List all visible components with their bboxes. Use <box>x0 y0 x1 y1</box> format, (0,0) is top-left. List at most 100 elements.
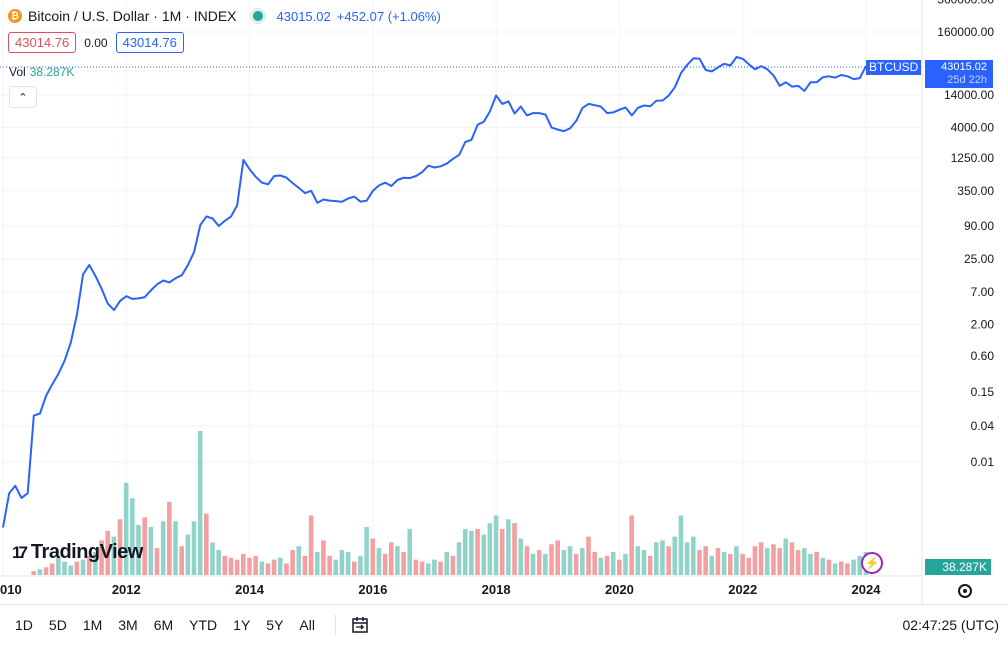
volume-bar <box>314 551 320 575</box>
timeframe-ytd[interactable]: YTD <box>189 617 218 633</box>
time-axis[interactable]: 010 2012 2014 2016 2018 2020 2022 2024 <box>0 582 881 597</box>
volume-bar <box>487 523 493 575</box>
volume-bar <box>56 557 61 575</box>
x-tick-label: 2014 <box>235 582 265 597</box>
x-tick-label: 2018 <box>482 582 511 597</box>
volume-bar <box>290 550 295 575</box>
timeframe-1y[interactable]: 1Y <box>233 617 251 633</box>
volume-bar <box>481 534 487 575</box>
volume-label[interactable]: Vol <box>9 65 26 79</box>
volume-bar <box>388 542 394 575</box>
volume-bar <box>210 542 215 575</box>
volume-bar <box>167 502 172 575</box>
volume-bar <box>598 557 604 575</box>
volume-bar <box>438 561 443 575</box>
price-axis-value: 43015.02 <box>941 61 987 73</box>
volume-bar <box>641 550 647 575</box>
x-tick-label: 2022 <box>728 582 757 597</box>
volume-bar <box>376 548 382 575</box>
bottom-toolbar: 1D 5D 1M 3M 6M YTD 1Y 5Y All 02:47:25 (UTC) <box>0 604 1008 645</box>
volume-bar <box>586 536 591 575</box>
volume-bar <box>543 553 548 575</box>
timeframe-3m[interactable]: 3M <box>118 617 138 633</box>
spread-value: 0.00 <box>84 35 108 50</box>
volume-bar <box>623 553 628 575</box>
volume-bar <box>271 559 277 575</box>
y-tick-label: 4000.00 <box>951 121 995 135</box>
utc-clock[interactable]: 02:47:25 (UTC) <box>902 617 999 633</box>
volume-bar <box>678 515 684 575</box>
x-tick-label: 2024 <box>852 582 882 597</box>
timeframe-1m[interactable]: 1M <box>82 617 103 633</box>
volume-bar <box>771 544 776 575</box>
volume-bar <box>160 521 166 575</box>
volume-bar <box>228 557 234 575</box>
volume-bar <box>801 548 807 575</box>
symbol-title[interactable]: Bitcoin / U.S. Dollar · 1M · INDEX <box>28 8 237 24</box>
volume-bar <box>629 515 634 575</box>
settings-gear-icon[interactable] <box>958 584 972 598</box>
volume-bar <box>74 561 80 575</box>
volume-bars <box>31 431 869 575</box>
volume-bar <box>277 557 283 575</box>
y-tick-label: 7.00 <box>971 285 995 299</box>
date-range-button[interactable] <box>334 615 370 635</box>
volume-bar <box>93 551 98 575</box>
price-axis[interactable]: 560000.00 160000.00 14000.00 4000.00 1250.00… <box>937 0 994 469</box>
timeframe-6m[interactable]: 6M <box>153 617 174 633</box>
volume-bar <box>456 542 462 575</box>
volume-bar <box>604 555 610 575</box>
volume-bar <box>549 544 554 575</box>
volume-bar <box>567 546 573 575</box>
volume-bar <box>333 559 339 575</box>
timeframe-5y[interactable]: 5Y <box>266 617 284 633</box>
timeframe-1d[interactable]: 1D <box>15 617 33 633</box>
volume-bar <box>136 525 141 575</box>
tradingview-logo-icon: 17 <box>12 542 28 562</box>
volume-bar <box>197 431 203 575</box>
volume-bar <box>345 551 351 575</box>
x-tick-label: 2020 <box>605 582 634 597</box>
volume-bar <box>660 540 665 575</box>
y-tick-label: 90.00 <box>964 219 994 233</box>
timeframe-buttons: 1D 5D 1M 3M 6M YTD 1Y 5Y All <box>7 617 323 633</box>
volume-bar <box>727 553 733 575</box>
volume-bar <box>142 517 147 575</box>
volume-bar <box>808 553 813 575</box>
collapse-legend-button[interactable]: ⌃ <box>9 86 37 108</box>
volume-bar <box>469 530 474 575</box>
volume-bar <box>191 521 197 575</box>
volume-bar <box>845 563 850 575</box>
volume-bar <box>666 546 671 575</box>
volume-legend: Vol 38.287K <box>9 65 74 79</box>
volume-bar <box>580 548 585 575</box>
price-chart[interactable]: 560000.00 160000.00 14000.00 4000.00 1250.00… <box>0 0 1008 604</box>
volume-bar <box>327 555 332 575</box>
tradingview-logo[interactable]: 17 TradingView <box>12 541 143 564</box>
volume-bar <box>99 540 104 575</box>
timeframe-5d[interactable]: 5D <box>48 617 67 633</box>
buy-button[interactable]: 43014.76 <box>115 32 184 53</box>
volume-bar <box>105 530 110 575</box>
lightning-icon[interactable]: ⚡ <box>861 552 883 574</box>
timeframe-all[interactable]: All <box>299 617 315 633</box>
volume-bar <box>179 546 184 575</box>
bar-countdown: 25d 22h <box>947 74 987 86</box>
x-tick-label: 010 <box>0 582 22 597</box>
volume-bar <box>358 555 363 575</box>
volume-bar <box>413 559 419 575</box>
y-tick-label: 0.04 <box>971 419 995 433</box>
volume-bar <box>450 555 456 575</box>
volume-bar <box>783 538 789 575</box>
sell-button[interactable]: 43014.76 <box>8 32 77 53</box>
volume-bar <box>703 546 708 575</box>
logo-text: TradingView <box>30 541 143 563</box>
y-tick-label: 14000.00 <box>944 88 994 102</box>
market-status-icon[interactable] <box>252 11 263 21</box>
volume-bar <box>302 555 308 575</box>
volume-bar <box>617 559 622 575</box>
volume-bar <box>425 563 431 575</box>
y-tick-label: 560000.00 <box>937 0 994 7</box>
volume-bar <box>247 557 252 575</box>
volume-bar <box>216 550 221 575</box>
